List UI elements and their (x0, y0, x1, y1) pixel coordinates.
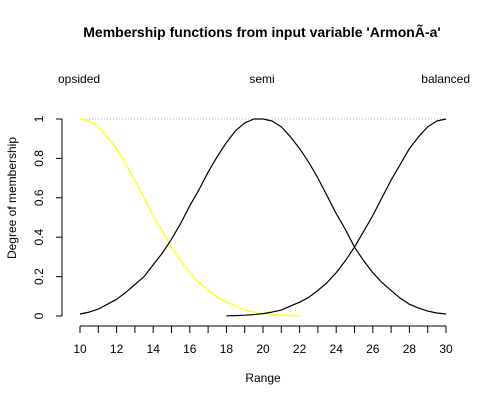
series-line-semi (79, 118, 447, 315)
x-tick-label: 16 (183, 342, 197, 356)
series-group (79, 118, 447, 317)
x-tick-label: 12 (110, 342, 124, 356)
y-axis: 0 0.2 0.4 0.6 0.8 1 (32, 115, 63, 319)
y-tick-label: 1 (32, 115, 46, 122)
x-tick-label: 26 (366, 342, 380, 356)
x-tick-label: 28 (403, 342, 417, 356)
y-tick-label: 0.6 (32, 189, 46, 206)
x-tick-label: 24 (330, 342, 344, 356)
chart-title: Membership functions from input variable… (83, 23, 440, 40)
x-tick-label: 18 (220, 342, 234, 356)
y-axis-label: Degree of membership (5, 137, 19, 259)
series-line-opsided (79, 118, 300, 317)
x-tick-label: 14 (147, 342, 161, 356)
annotation-semi: semi (249, 72, 274, 86)
annotation-balanced: balanced (421, 72, 470, 86)
x-axis: 10 12 14 16 18 20 22 24 26 28 30 (73, 325, 453, 356)
y-tick-label: 0 (32, 312, 46, 319)
y-tick-label: 0.4 (32, 229, 46, 246)
x-axis-label: Range (245, 371, 281, 385)
x-tick-label: 20 (256, 342, 270, 356)
y-tick-label: 0.8 (32, 150, 46, 167)
x-tick-label: 10 (73, 342, 87, 356)
series-line-balanced (226, 118, 447, 317)
annotation-opsided: opsided (58, 72, 100, 86)
x-tick-label: 30 (439, 342, 453, 356)
y-tick-label: 0.2 (32, 268, 46, 285)
x-tick-label: 22 (293, 342, 307, 356)
